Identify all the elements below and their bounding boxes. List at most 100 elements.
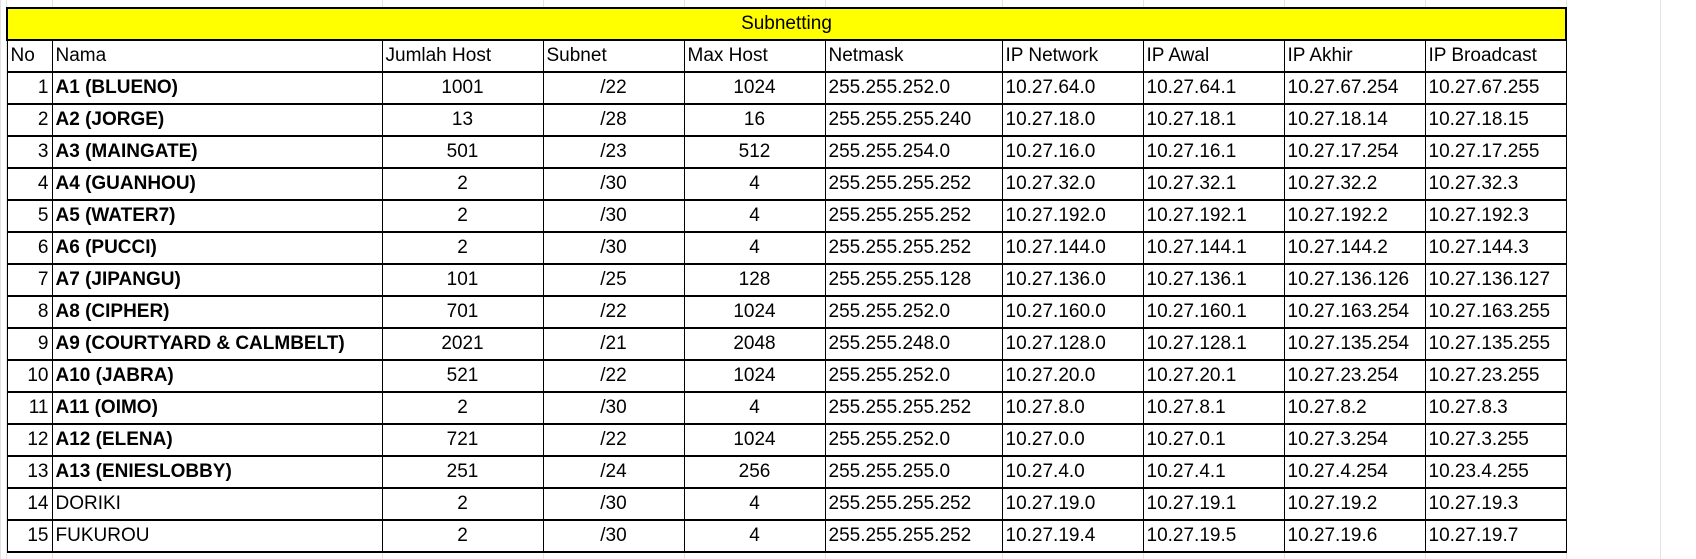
cell-no[interactable]: 10 (6, 359, 53, 393)
cell-max-host[interactable]: 512 (683, 135, 826, 169)
header-ip-akhir[interactable]: IP Akhir (1283, 39, 1426, 73)
cell-ip-network[interactable]: 10.27.4.0 (1001, 455, 1144, 489)
cell-netmask[interactable]: 255.255.255.0 (824, 455, 1003, 489)
cell-jumlah-host[interactable]: 521 (381, 359, 544, 393)
cell-ip-akhir[interactable]: 10.27.67.254 (1283, 71, 1426, 105)
header-max-host[interactable]: Max Host (683, 39, 826, 73)
cell-ip-akhir[interactable]: 10.27.144.2 (1283, 231, 1426, 265)
cell-netmask[interactable]: 255.255.252.0 (824, 423, 1003, 457)
cell-subnet[interactable]: /30 (542, 231, 685, 265)
cell-ip-broadcast[interactable]: 10.27.17.255 (1424, 135, 1567, 169)
cell-max-host[interactable]: 4 (683, 391, 826, 425)
cell-max-host[interactable]: 4 (683, 519, 826, 553)
cell-subnet[interactable]: /30 (542, 199, 685, 233)
cell-nama[interactable]: A2 (JORGE) (51, 103, 383, 137)
cell-subnet[interactable]: /30 (542, 167, 685, 201)
cell-ip-awal[interactable]: 10.27.0.1 (1142, 423, 1285, 457)
cell-ip-akhir[interactable]: 10.27.192.2 (1283, 199, 1426, 233)
cell-max-host[interactable]: 1024 (683, 359, 826, 393)
cell-jumlah-host[interactable]: 2 (381, 231, 544, 265)
cell-nama[interactable]: A11 (OIMO) (51, 391, 383, 425)
cell-nama[interactable]: A13 (ENIESLOBBY) (51, 455, 383, 489)
cell-no[interactable]: 6 (6, 231, 53, 265)
cell-jumlah-host[interactable]: 2 (381, 391, 544, 425)
header-ip-network[interactable]: IP Network (1001, 39, 1144, 73)
cell-subnet[interactable]: /22 (542, 359, 685, 393)
cell-ip-akhir[interactable]: 10.27.8.2 (1283, 391, 1426, 425)
cell-max-host[interactable]: 1024 (683, 423, 826, 457)
cell-subnet[interactable]: /30 (542, 519, 685, 553)
cell-netmask[interactable]: 255.255.248.0 (824, 327, 1003, 361)
cell-netmask[interactable]: 255.255.252.0 (824, 71, 1003, 105)
cell-ip-network[interactable]: 10.27.136.0 (1001, 263, 1144, 297)
cell-netmask[interactable]: 255.255.254.0 (824, 135, 1003, 169)
cell-nama[interactable]: A5 (WATER7) (51, 199, 383, 233)
cell-no[interactable]: 9 (6, 327, 53, 361)
cell-ip-akhir[interactable]: 10.27.23.254 (1283, 359, 1426, 393)
cell-no[interactable]: 2 (6, 103, 53, 137)
cell-no[interactable]: 14 (6, 487, 53, 521)
cell-ip-awal[interactable]: 10.27.192.1 (1142, 199, 1285, 233)
cell-ip-awal[interactable]: 10.27.4.1 (1142, 455, 1285, 489)
cell-nama[interactable]: A12 (ELENA) (51, 423, 383, 457)
cell-netmask[interactable]: 255.255.252.0 (824, 359, 1003, 393)
header-jumlah-host[interactable]: Jumlah Host (381, 39, 544, 73)
cell-max-host[interactable]: 1024 (683, 295, 826, 329)
cell-netmask[interactable]: 255.255.255.252 (824, 487, 1003, 521)
cell-jumlah-host[interactable]: 1001 (381, 71, 544, 105)
cell-max-host[interactable]: 256 (683, 455, 826, 489)
cell-no[interactable]: 13 (6, 455, 53, 489)
cell-ip-awal[interactable]: 10.27.32.1 (1142, 167, 1285, 201)
cell-no[interactable]: 4 (6, 167, 53, 201)
cell-ip-broadcast[interactable]: 10.23.4.255 (1424, 455, 1567, 489)
cell-ip-broadcast[interactable]: 10.27.67.255 (1424, 71, 1567, 105)
cell-ip-broadcast[interactable]: 10.27.32.3 (1424, 167, 1567, 201)
header-ip-awal[interactable]: IP Awal (1142, 39, 1285, 73)
cell-netmask[interactable]: 255.255.255.252 (824, 231, 1003, 265)
cell-ip-network[interactable]: 10.27.64.0 (1001, 71, 1144, 105)
cell-jumlah-host[interactable]: 721 (381, 423, 544, 457)
cell-jumlah-host[interactable]: 2 (381, 167, 544, 201)
cell-ip-akhir[interactable]: 10.27.18.14 (1283, 103, 1426, 137)
cell-netmask[interactable]: 255.255.255.128 (824, 263, 1003, 297)
cell-jumlah-host[interactable]: 13 (381, 103, 544, 137)
cell-ip-akhir[interactable]: 10.27.19.6 (1283, 519, 1426, 553)
cell-subnet[interactable]: /25 (542, 263, 685, 297)
cell-netmask[interactable]: 255.255.255.252 (824, 391, 1003, 425)
cell-jumlah-host[interactable]: 251 (381, 455, 544, 489)
cell-nama[interactable]: A10 (JABRA) (51, 359, 383, 393)
cell-subnet[interactable]: /21 (542, 327, 685, 361)
cell-ip-awal[interactable]: 10.27.19.1 (1142, 487, 1285, 521)
cell-ip-broadcast[interactable]: 10.27.23.255 (1424, 359, 1567, 393)
cell-ip-akhir[interactable]: 10.27.3.254 (1283, 423, 1426, 457)
cell-ip-awal[interactable]: 10.27.20.1 (1142, 359, 1285, 393)
cell-ip-broadcast[interactable]: 10.27.163.255 (1424, 295, 1567, 329)
cell-ip-akhir[interactable]: 10.27.135.254 (1283, 327, 1426, 361)
cell-jumlah-host[interactable]: 701 (381, 295, 544, 329)
cell-max-host[interactable]: 16 (683, 103, 826, 137)
cell-ip-broadcast[interactable]: 10.27.19.3 (1424, 487, 1567, 521)
cell-max-host[interactable]: 2048 (683, 327, 826, 361)
cell-max-host[interactable]: 4 (683, 199, 826, 233)
cell-ip-awal[interactable]: 10.27.144.1 (1142, 231, 1285, 265)
cell-nama[interactable]: A6 (PUCCI) (51, 231, 383, 265)
header-subnet[interactable]: Subnet (542, 39, 685, 73)
cell-ip-awal[interactable]: 10.27.8.1 (1142, 391, 1285, 425)
cell-ip-broadcast[interactable]: 10.27.136.127 (1424, 263, 1567, 297)
cell-netmask[interactable]: 255.255.255.252 (824, 199, 1003, 233)
cell-ip-network[interactable]: 10.27.128.0 (1001, 327, 1144, 361)
cell-ip-network[interactable]: 10.27.16.0 (1001, 135, 1144, 169)
cell-ip-network[interactable]: 10.27.192.0 (1001, 199, 1144, 233)
cell-nama[interactable]: A4 (GUANHOU) (51, 167, 383, 201)
cell-nama[interactable]: A1 (BLUENO) (51, 71, 383, 105)
cell-jumlah-host[interactable]: 2 (381, 519, 544, 553)
cell-jumlah-host[interactable]: 2 (381, 199, 544, 233)
cell-jumlah-host[interactable]: 101 (381, 263, 544, 297)
cell-nama[interactable]: FUKUROU (51, 519, 383, 553)
cell-ip-awal[interactable]: 10.27.18.1 (1142, 103, 1285, 137)
cell-ip-broadcast[interactable]: 10.27.144.3 (1424, 231, 1567, 265)
cell-ip-broadcast[interactable]: 10.27.3.255 (1424, 423, 1567, 457)
cell-ip-network[interactable]: 10.27.19.0 (1001, 487, 1144, 521)
cell-ip-akhir[interactable]: 10.27.136.126 (1283, 263, 1426, 297)
cell-max-host[interactable]: 4 (683, 231, 826, 265)
